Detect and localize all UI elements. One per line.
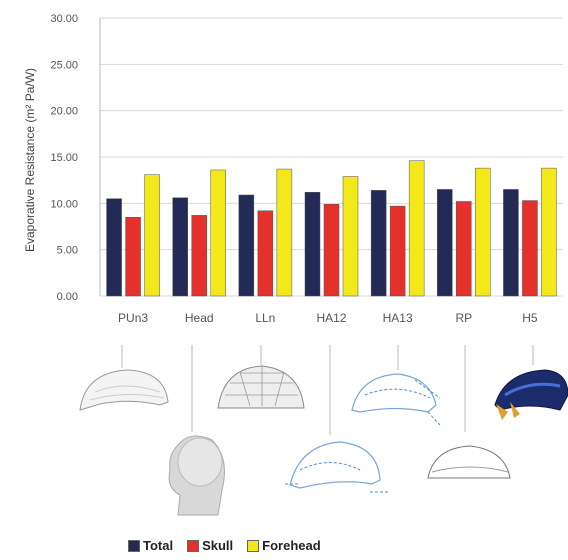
- x-category-label: PUn3: [118, 311, 148, 325]
- bar-forehead-ha12: [342, 176, 359, 297]
- y-tick-label: 30.00: [50, 13, 78, 25]
- bar-forehead-h5: [541, 167, 557, 297]
- x-category-label: H5: [522, 311, 538, 325]
- bar-total-pun3: [106, 198, 122, 297]
- bar-forehead-lln: [276, 168, 293, 297]
- bar-skull-ha13: [389, 205, 406, 297]
- y-tick-labels: 0.00 5.00 10.00 15.00 20.00 25.00 30.00: [50, 13, 78, 303]
- x-category-label: LLn: [255, 311, 275, 325]
- y-axis-title: Evaporative Resistance (m² Pa/W): [23, 68, 37, 252]
- bar-skull-h5: [522, 200, 538, 297]
- bar-forehead-pun3: [144, 174, 160, 297]
- bar-total-head: [172, 197, 188, 297]
- legend-swatch-forehead: [247, 539, 260, 552]
- perforated-helmet: [217, 365, 305, 409]
- x-category-label: RP: [455, 311, 472, 325]
- legend-item-skull: Skull: [187, 538, 233, 553]
- x-category-labels: PUn3 Head LLn HA12 HA13 RP H5: [118, 311, 538, 325]
- legend-label-forehead: Forehead: [262, 538, 321, 553]
- legend-swatch-total: [128, 539, 140, 552]
- bar-forehead-head: [210, 169, 226, 297]
- bar-skull-ha12: [323, 204, 340, 297]
- bar-total-lln: [238, 194, 255, 297]
- bar-forehead-rp: [475, 167, 491, 297]
- x-category-label: Head: [185, 311, 214, 325]
- plain-helmet-outline: [427, 445, 511, 479]
- bar-forehead-ha13: [408, 160, 425, 297]
- y-tick-label: 20.00: [50, 106, 78, 118]
- x-category-label: HA12: [316, 311, 346, 325]
- bar-total-h5: [503, 189, 519, 297]
- legend: Total Skull Forehead: [128, 538, 321, 553]
- legend-item-forehead: Forehead: [247, 538, 321, 553]
- vented-helmet-airflow: [285, 441, 390, 493]
- x-category-label: HA13: [383, 311, 413, 325]
- bar-skull-rp: [456, 201, 472, 297]
- y-tick-label: 25.00: [50, 59, 78, 71]
- y-tick-label: 5.00: [57, 245, 78, 257]
- bar-total-rp: [437, 189, 453, 297]
- bar-skull-lln: [257, 210, 274, 297]
- legend-label-total: Total: [143, 538, 174, 553]
- bar-total-ha13: [370, 190, 387, 297]
- y-tick-label: 0.00: [57, 291, 78, 303]
- bicycle-helmet-photo: [494, 369, 568, 420]
- helmet-airflow: [351, 373, 441, 426]
- bar-chart: 0.00 5.00 10.00 15.00 20.00 25.00 30.00 PUn3 He…: [23, 13, 563, 325]
- bar-skull-head: [191, 215, 207, 297]
- legend-swatch-skull: [187, 539, 200, 552]
- mannequin-head: [168, 435, 225, 516]
- bars: [106, 160, 557, 297]
- helmet-sketch: [79, 369, 169, 411]
- y-tick-label: 10.00: [50, 198, 78, 210]
- legend-label-skull: Skull: [202, 538, 234, 553]
- legend-item-total: Total: [128, 538, 173, 553]
- bar-skull-pun3: [125, 216, 141, 297]
- illustrations: [79, 345, 568, 516]
- bar-total-ha12: [304, 191, 321, 297]
- y-tick-label: 15.00: [50, 152, 78, 164]
